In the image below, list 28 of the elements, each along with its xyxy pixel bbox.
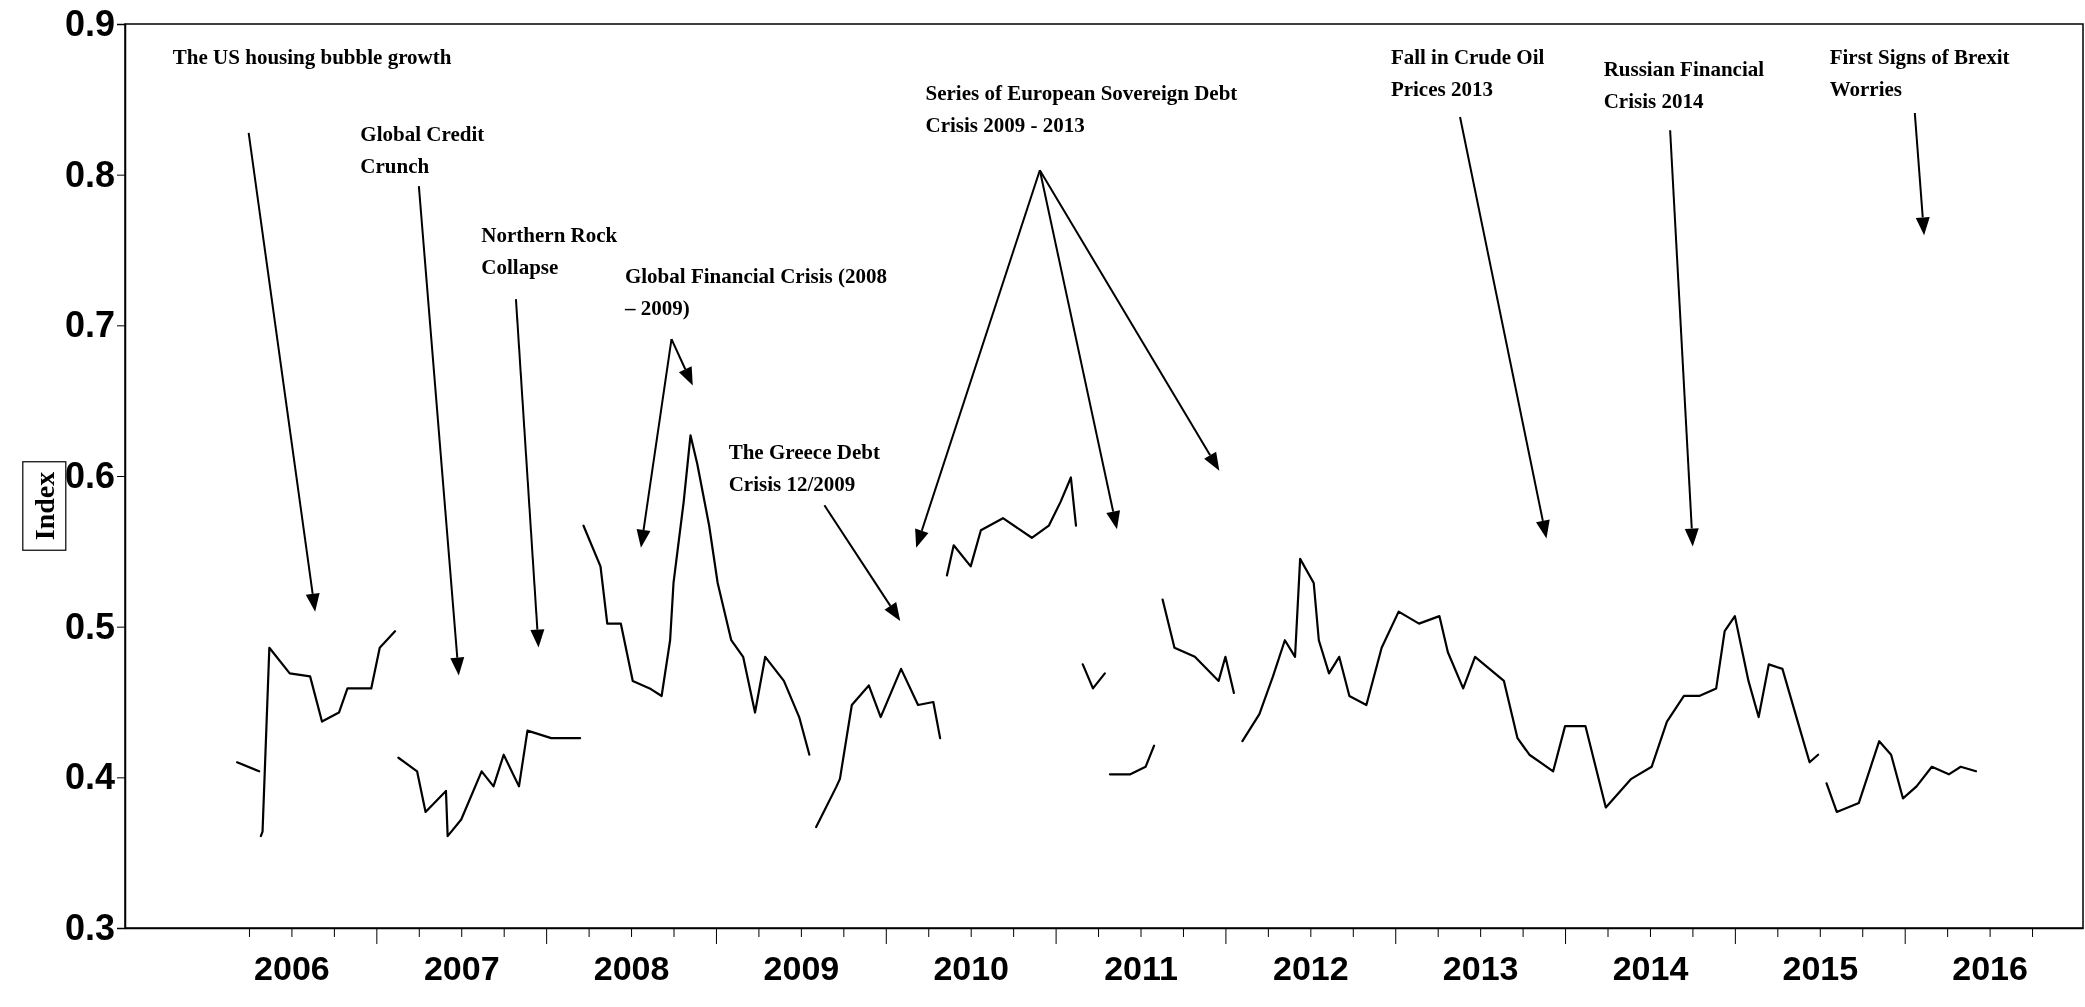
x-tick-label: 2012 [1273,949,1349,988]
y-tick-label: 0.6 [64,455,115,497]
y-tick-label: 0.3 [64,907,115,949]
annotation: Global Credit Crunch [360,121,485,178]
x-tick-label: 2011 [1104,949,1178,988]
x-tick-label: 2013 [1442,949,1519,988]
annotation: Global Financial Crisis (2008 – 2009) [623,264,887,321]
y-axis-title: Index [28,471,60,541]
y-tick-label: 0.7 [64,304,115,346]
x-tick-label: 2007 [423,949,500,988]
x-tick-label: 2015 [1782,949,1859,988]
annotation: The Greece Debt Crisis 12/2009 [728,439,880,496]
annotation: Russian Financial Crisis 2014 [1603,56,1765,113]
x-tick-label: 2014 [1612,949,1689,988]
y-tick-label: 0.4 [64,756,115,798]
annotation: First Signs of Brexit Worries [1829,44,2010,101]
annotation: Series of European Sovereign Debt Crisis 2009 - 2013 [925,80,1238,137]
annotation: The US housing bubble growth [172,44,452,69]
annotation: Fall in Crude Oil Prices 2013 [1390,44,1545,101]
x-tick-label: 2009 [763,949,840,988]
annotation: Northern Rock Collapse [481,223,618,280]
x-tick-label: 2006 [254,949,330,988]
x-tick-label: 2010 [933,949,1010,988]
y-tick-label: 0.9 [64,3,115,45]
y-tick-label: 0.5 [64,605,115,647]
x-tick-label: 2016 [1952,949,2028,988]
x-tick-label: 2008 [593,949,670,988]
y-tick-label: 0.8 [64,153,115,195]
